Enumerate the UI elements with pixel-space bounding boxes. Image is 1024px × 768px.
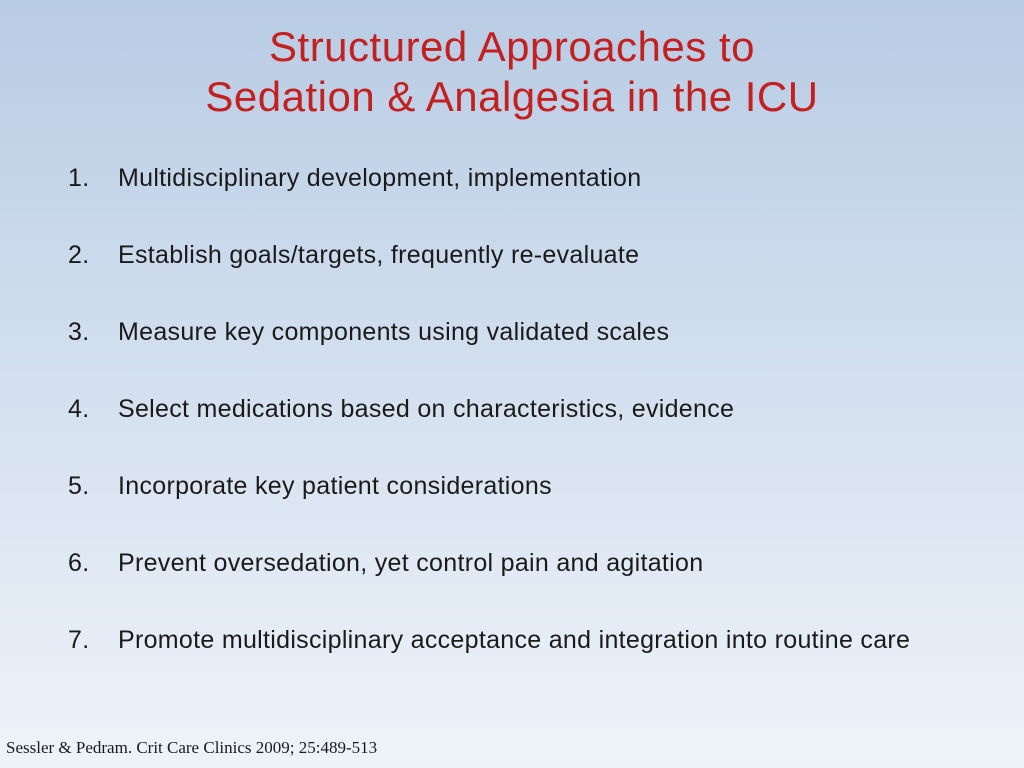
list-item: Promote multidisciplinary acceptance and… <box>60 620 964 660</box>
list-item-text: Prevent oversedation, yet control pain a… <box>118 549 703 577</box>
list-item: Multidisciplinary development, implement… <box>60 158 964 198</box>
list-item-text: Select medications based on characterist… <box>118 395 734 423</box>
title-line-1: Structured Approaches to <box>269 23 755 70</box>
citation: Sessler & Pedram. Crit Care Clinics 2009… <box>6 738 377 758</box>
list-item-text: Promote multidisciplinary acceptance and… <box>118 626 910 654</box>
list-item: Prevent oversedation, yet control pain a… <box>60 543 964 583</box>
title-line-2: Sedation & Analgesia in the ICU <box>205 73 818 120</box>
list-item-text: Establish goals/targets, frequently re-e… <box>118 241 639 269</box>
list-item: Select medications based on characterist… <box>60 389 964 429</box>
list-item: Measure key components using validated s… <box>60 312 964 352</box>
numbered-list: Multidisciplinary development, implement… <box>0 158 1024 660</box>
slide-title: Structured Approaches to Sedation & Anal… <box>0 0 1024 123</box>
list-item: Incorporate key patient considerations <box>60 466 964 506</box>
list-item-text: Multidisciplinary development, implement… <box>118 164 641 192</box>
list-item: Establish goals/targets, frequently re-e… <box>60 235 964 275</box>
list-item-text: Incorporate key patient considerations <box>118 472 552 500</box>
list-item-text: Measure key components using validated s… <box>118 318 669 346</box>
